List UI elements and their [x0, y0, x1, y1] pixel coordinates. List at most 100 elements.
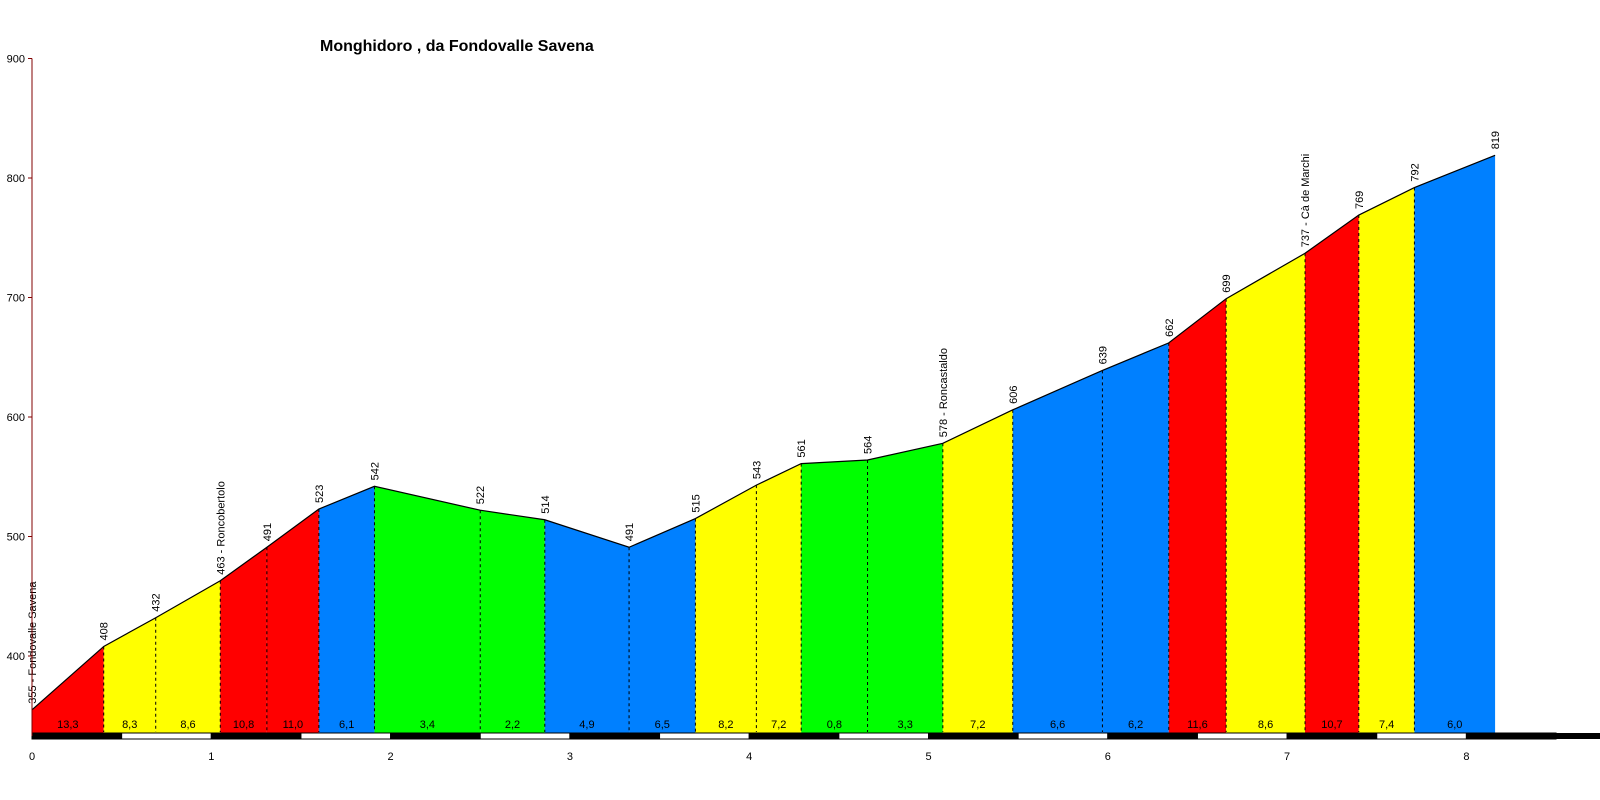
profile-segment — [32, 646, 104, 736]
y-tick-label: 800 — [7, 173, 25, 185]
elevation-label: 542 — [369, 462, 381, 480]
distance-scale-block — [1286, 732, 1378, 740]
profile-segment — [867, 443, 943, 736]
elevation-label: 737 - Cà de Marchi — [1300, 154, 1312, 248]
elevation-label: 819 — [1490, 131, 1502, 149]
distance-scale-block — [748, 732, 840, 740]
profile-segment — [266, 509, 319, 736]
x-tick-label: 3 — [567, 751, 573, 763]
gradient-label: 6,1 — [339, 719, 354, 731]
gradient-label: 6,5 — [655, 719, 670, 731]
elevation-label: 792 — [1409, 163, 1421, 181]
distance-scale-block — [838, 732, 929, 740]
profile-segment — [801, 460, 868, 736]
profile-segment — [629, 518, 696, 736]
gradient-label: 7,4 — [1379, 719, 1394, 731]
elevation-label: 522 — [475, 486, 487, 504]
profile-segment — [1012, 370, 1103, 736]
gradient-label: 6,0 — [1447, 719, 1462, 731]
y-tick-label: 500 — [7, 532, 25, 544]
distance-scale-block — [659, 732, 750, 740]
distance-scale-block — [479, 732, 571, 740]
elevation-label: 491 — [624, 523, 636, 541]
chart-title: Monghidoro , da Fondovalle Savena — [320, 38, 594, 55]
x-tick-label: 8 — [1463, 751, 1469, 763]
elevation-label: 662 — [1164, 319, 1176, 337]
elevation-label: 514 — [540, 495, 552, 513]
gradient-label: 3,4 — [420, 719, 435, 731]
x-tick-label: 6 — [1105, 751, 1111, 763]
distance-scale-block — [300, 732, 392, 740]
profile-segment — [1168, 298, 1227, 736]
distance-scale-block — [390, 732, 481, 740]
profile-segment — [220, 547, 267, 736]
x-tick-label: 1 — [208, 751, 214, 763]
gradient-label: 11,6 — [1187, 719, 1208, 731]
profile-segment — [480, 510, 545, 736]
gradient-label: 8,6 — [180, 719, 195, 731]
elevation-label: 355 - Fondovalle Savena — [27, 581, 39, 704]
gradient-label: 10,7 — [1321, 719, 1342, 731]
profile-segment — [1226, 253, 1306, 736]
x-tick-label: 5 — [925, 751, 931, 763]
profile-segment — [695, 485, 757, 736]
x-tick-label: 0 — [29, 751, 35, 763]
profile-segment — [756, 463, 802, 736]
gradient-label: 8,3 — [122, 719, 137, 731]
gradient-label: 4,9 — [579, 719, 594, 731]
gradient-label: 13,3 — [57, 719, 78, 731]
profile-segment — [155, 580, 221, 736]
gradient-label: 6,2 — [1128, 719, 1143, 731]
distance-scale-block — [1107, 732, 1198, 740]
elevation-label: 543 — [751, 461, 763, 479]
elevation-label: 769 — [1354, 191, 1366, 209]
gradient-label: 7,2 — [771, 719, 786, 731]
x-tick-label: 2 — [388, 751, 394, 763]
gradient-label: 10,8 — [233, 719, 254, 731]
x-tick-label: 4 — [746, 751, 752, 763]
gradient-label: 6,6 — [1050, 719, 1065, 731]
distance-scale-block — [569, 732, 661, 740]
y-tick-label: 400 — [7, 651, 25, 663]
distance-scale-block — [1196, 732, 1288, 740]
elevation-label: 606 — [1008, 385, 1020, 403]
gradient-label: 3,3 — [898, 719, 913, 731]
elevation-label: 515 — [690, 494, 702, 512]
gradient-label: 11,0 — [283, 719, 304, 731]
elevation-label: 639 — [1097, 346, 1109, 364]
profile-segment — [1305, 215, 1359, 737]
elevation-label: 463 - Roncobertolo — [215, 481, 227, 575]
y-tick-label: 900 — [7, 54, 25, 66]
gradient-label: 2,2 — [505, 719, 520, 731]
gradient-label: 8,2 — [718, 719, 733, 731]
profile-segment — [1102, 342, 1169, 736]
gradient-label: 0,8 — [827, 719, 842, 731]
elevation-label: 561 — [796, 439, 808, 457]
profile-line — [31, 154, 1496, 711]
profile-segment — [1358, 187, 1415, 736]
profile-segment — [544, 519, 630, 736]
profile-segment — [1414, 155, 1496, 737]
elevation-label: 408 — [99, 622, 111, 640]
gradient-label: 7,2 — [970, 719, 985, 731]
distance-scale-tail — [1495, 733, 1600, 739]
elevation-label: 564 — [863, 436, 875, 454]
distance-scale-block — [1376, 732, 1467, 740]
x-tick-label: 7 — [1284, 751, 1290, 763]
distance-scale-block — [928, 732, 1019, 740]
profile-segment — [318, 486, 375, 736]
profile-segment — [942, 409, 1013, 736]
distance-scale-block — [31, 732, 123, 740]
gradient-label: 8,6 — [1258, 719, 1273, 731]
distance-scale-block — [210, 732, 302, 740]
elevation-label: 578 - Roncastaldo — [938, 348, 950, 437]
y-tick-label: 600 — [7, 412, 25, 424]
distance-scale-block — [1017, 732, 1109, 740]
profile-segment — [103, 617, 156, 736]
elevation-label: 699 — [1221, 274, 1233, 292]
elevation-label: 432 — [151, 593, 163, 611]
elevation-label: 491 — [262, 523, 274, 541]
y-tick-label: 700 — [7, 293, 25, 305]
distance-scale-block — [121, 732, 212, 740]
